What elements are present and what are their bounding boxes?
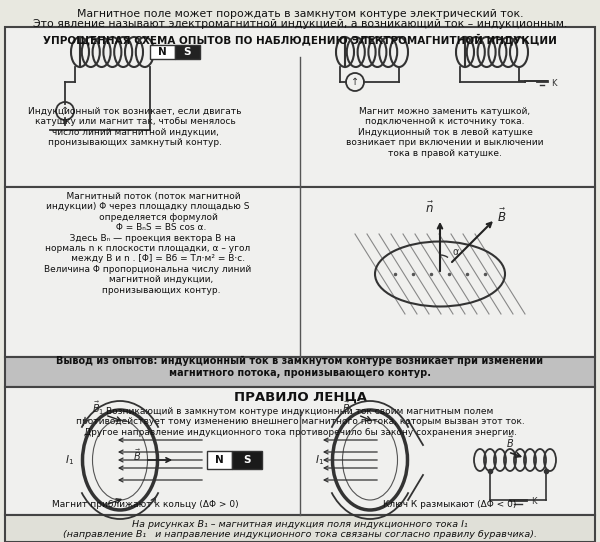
Text: $\vec{B}$: $\vec{B}$ [506,434,514,450]
Text: N: N [215,455,223,465]
Text: $\vec{B}$: $\vec{B}$ [133,447,141,463]
Text: $I_1$: $I_1$ [65,453,74,467]
Text: На рисунках В₁ – магнитная индукция поля индукционного тока I₁: На рисунках В₁ – магнитная индукция поля… [132,520,468,529]
Text: Магнит можно заменить катушкой,
подключенной к источнику тока.
Индукционный ток : Магнит можно заменить катушкой, подключе… [346,107,544,158]
Text: Магнитный поток (поток магнитной
индукции) Φ через площадку площадью S
       оп: Магнитный поток (поток магнитной индукци… [44,192,251,295]
Text: Магнит приближают к кольцу (ΔΦ > 0): Магнит приближают к кольцу (ΔΦ > 0) [52,500,238,509]
Text: ↑: ↑ [351,77,359,87]
Text: S: S [184,47,191,57]
Bar [5,187,595,357]
Text: K: K [531,498,536,507]
Text: Это явление называют электромагнитной индукцией, а возникающий ток – индукционны: Это явление называют электромагнитной ин… [33,19,567,29]
Bar [5,387,595,515]
Text: ↑: ↑ [61,106,69,116]
Text: ПРАВИЛО ЛЕНЦА: ПРАВИЛО ЛЕНЦА [233,391,367,404]
Text: α: α [453,247,459,257]
Text: S: S [244,455,251,465]
Text: Вывод из опытов: индукционный ток в замкнутом контуре возникает при изменении
ма: Вывод из опытов: индукционный ток в замк… [56,356,544,378]
Bar [207,451,232,469]
Text: $\vec{B}_1$: $\vec{B}_1$ [92,399,104,417]
Bar [150,45,175,59]
Bar [5,515,595,542]
Text: Ключ К размыкают (ΔΦ < 0): Ключ К размыкают (ΔΦ < 0) [383,500,517,509]
Bar [175,45,200,59]
Text: Магнитное поле может порождать в замкнутом контуре электрический ток.: Магнитное поле может порождать в замкнут… [77,9,523,19]
Text: Возникающий в замкнутом контуре индукционный ток своим магнитным полем
противоде: Возникающий в замкнутом контуре индукцио… [76,407,524,437]
Text: УПРОЩЕННАЯ СХЕМА ОПЫТОВ ПО НАБЛЮДЕНИЮ ЭЛЕКТРОМАГНИТНОЙ ИНДУКЦИИ: УПРОЩЕННАЯ СХЕМА ОПЫТОВ ПО НАБЛЮДЕНИЮ ЭЛ… [43,34,557,46]
Text: Индукционный ток возникает, если двигать
катушку или магнит так, чтобы менялось
: Индукционный ток возникает, если двигать… [28,107,242,147]
Text: K: K [551,79,557,87]
Text: $\vec{n}$: $\vec{n}$ [425,201,434,216]
Bar [5,357,595,387]
Bar [5,27,595,187]
Text: (направление В₁   и направление индукционного тока связаны согласно правилу бура: (направление В₁ и направление индукционн… [63,530,537,539]
Text: $\vec{B}_1$: $\vec{B}_1$ [342,399,354,417]
Bar [232,451,262,469]
Text: $\vec{B}$: $\vec{B}$ [497,208,506,224]
Text: N: N [158,47,167,57]
Text: $I_1$: $I_1$ [316,453,325,467]
